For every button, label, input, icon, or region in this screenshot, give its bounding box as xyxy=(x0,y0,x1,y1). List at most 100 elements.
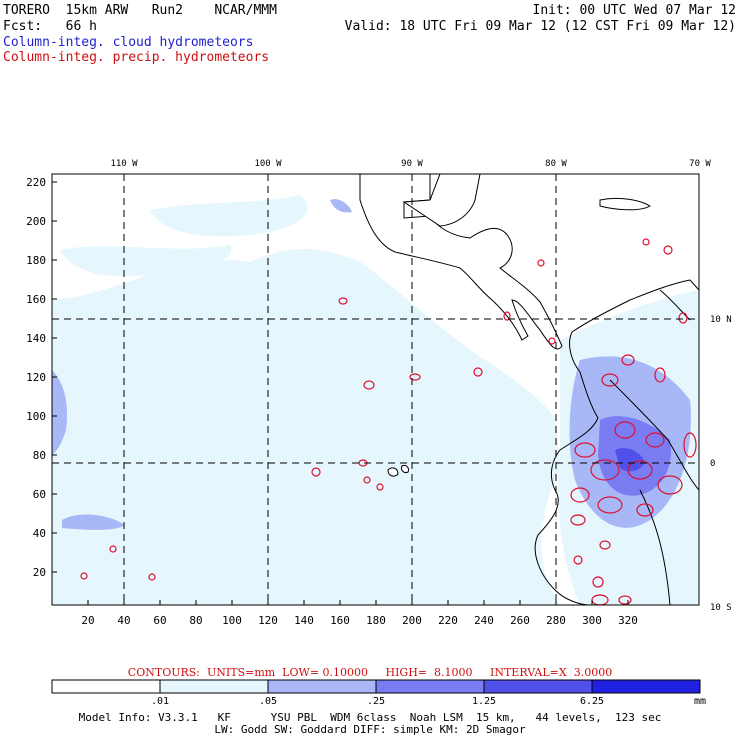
precip-contour xyxy=(573,555,583,565)
precip-contour xyxy=(599,540,611,550)
precip-contours xyxy=(80,238,697,605)
precip-contour xyxy=(473,367,483,377)
lon-label-110w: 110 W xyxy=(110,159,138,169)
x-tick-label: 320 xyxy=(618,614,638,627)
x-tick-label: 40 xyxy=(117,614,130,627)
precip-contour xyxy=(636,503,654,517)
y-tick-label: 120 xyxy=(26,371,46,384)
legend-swatch-0 xyxy=(51,679,161,694)
precip-contour xyxy=(654,367,666,383)
cloud-shade-01-band xyxy=(60,245,232,277)
precip-contour xyxy=(311,467,321,477)
x-tick-label: 120 xyxy=(258,614,278,627)
y-tick-label: 80 xyxy=(33,449,46,462)
legend-tick-label: .01 xyxy=(151,696,169,707)
precip-contour xyxy=(148,573,156,581)
x-tick-label: 60 xyxy=(153,614,166,627)
precip-contour xyxy=(678,312,688,324)
precip-contour xyxy=(645,432,665,448)
precip-contour xyxy=(376,483,384,491)
y-tick-label: 200 xyxy=(26,215,46,228)
legend-swatch-3 xyxy=(375,679,485,694)
legend-swatch-1 xyxy=(159,679,269,694)
precip-contour xyxy=(597,496,623,514)
x-tick-label: 260 xyxy=(510,614,530,627)
precip-contour xyxy=(683,432,697,458)
y-tick-label: 220 xyxy=(26,176,46,189)
x-axis: 20 40 60 80 100 120 140 160 180 200 220 … xyxy=(81,600,638,627)
yucatan-coast xyxy=(402,174,481,227)
cloud-shade-05-sw xyxy=(62,514,125,530)
x-tick-label: 80 xyxy=(189,614,202,627)
galapagos-islands xyxy=(387,465,409,477)
precip-contour xyxy=(363,380,375,390)
x-tick-label: 220 xyxy=(438,614,458,627)
precip-contour xyxy=(503,311,511,321)
precip-contour xyxy=(338,297,348,305)
coastlines xyxy=(359,174,699,605)
lat-label-10s: 10 S xyxy=(710,603,732,613)
precip-contour xyxy=(570,487,590,503)
legend-swatch-5 xyxy=(591,679,701,694)
x-tick-label: 20 xyxy=(81,614,94,627)
right-latitude-labels: 10 N 0 10 S xyxy=(710,315,732,613)
lon-label-100w: 100 W xyxy=(254,159,282,169)
precip-contour xyxy=(409,373,421,381)
precip-contour xyxy=(592,576,604,588)
x-tick-label: 140 xyxy=(294,614,314,627)
map-figure: 110 W 100 W 90 W 80 W 70 W xyxy=(26,159,732,627)
precip-contour xyxy=(574,442,596,458)
field-label-precip: Column-integ. precip. hydrometeors xyxy=(3,50,270,65)
cloud-shade-05-west xyxy=(52,370,68,455)
y-tick-label: 40 xyxy=(33,527,46,540)
y-tick-label: 100 xyxy=(26,410,46,423)
precip-contour xyxy=(618,595,632,605)
forecast-hour: Fcst: 66 h xyxy=(3,19,97,34)
legend-swatch-2 xyxy=(267,679,377,694)
lat-label-10n: 10 N xyxy=(710,315,732,325)
cloud-shade-05-north xyxy=(330,199,352,213)
lon-label-90w: 90 W xyxy=(401,159,423,169)
model-info-line1: Model Info: V3.3.1 KF YSU PBL WDM 6class… xyxy=(78,711,662,724)
south-america-coast xyxy=(534,279,699,605)
model-title: TORERO 15km ARW Run2 NCAR/MMM xyxy=(3,3,277,18)
x-tick-label: 240 xyxy=(474,614,494,627)
precip-contour xyxy=(570,514,586,526)
contours-info: CONTOURS: UNITS=mm LOW= 0.10000 HIGH= 8.… xyxy=(127,666,613,679)
color-legend: .01 .05 .25 1.25 6.25 mm xyxy=(51,679,706,707)
central-america-coast xyxy=(359,174,563,350)
x-tick-label: 100 xyxy=(222,614,242,627)
lat-label-0: 0 xyxy=(710,459,715,469)
x-tick-label: 200 xyxy=(402,614,422,627)
y-axis: 220 200 180 160 140 120 100 80 60 40 20 xyxy=(26,176,57,579)
x-tick-label: 300 xyxy=(582,614,602,627)
y-tick-label: 140 xyxy=(26,332,46,345)
legend-tick-label: .25 xyxy=(367,696,385,707)
y-tick-label: 160 xyxy=(26,293,46,306)
precip-contour xyxy=(657,475,683,495)
precip-contour xyxy=(109,545,117,553)
precip-contour xyxy=(363,476,371,484)
precip-contour xyxy=(590,459,620,481)
valid-time: Valid: 18 UTC Fri 09 Mar 12 (12 CST Fri … xyxy=(344,19,736,34)
top-longitude-labels: 110 W 100 W 90 W 80 W 70 W xyxy=(110,159,711,169)
model-info-line2: LW: Godd SW: Goddard DIFF: simple KM: 2D… xyxy=(214,723,526,736)
y-tick-label: 180 xyxy=(26,254,46,267)
cloud-shade-01-region xyxy=(52,248,560,605)
cloud-shade-125-sa xyxy=(615,448,645,472)
y-tick-label: 60 xyxy=(33,488,46,501)
x-tick-label: 160 xyxy=(330,614,350,627)
legend-unit: mm xyxy=(694,696,706,707)
legend-tick-label: .05 xyxy=(259,696,277,707)
x-tick-label: 180 xyxy=(366,614,386,627)
precip-contour xyxy=(601,373,619,387)
legend-tick-label: 6.25 xyxy=(580,696,604,707)
precip-contour xyxy=(614,421,636,439)
precip-contour xyxy=(80,572,88,580)
field-label-cloud: Column-integ. cloud hydrometeors xyxy=(3,35,254,50)
y-tick-label: 20 xyxy=(33,566,46,579)
init-time: Init: 00 UTC Wed 07 Mar 12 xyxy=(532,3,737,18)
caribbean-island xyxy=(599,197,651,211)
lon-label-70w: 70 W xyxy=(689,159,711,169)
x-tick-label: 280 xyxy=(546,614,566,627)
